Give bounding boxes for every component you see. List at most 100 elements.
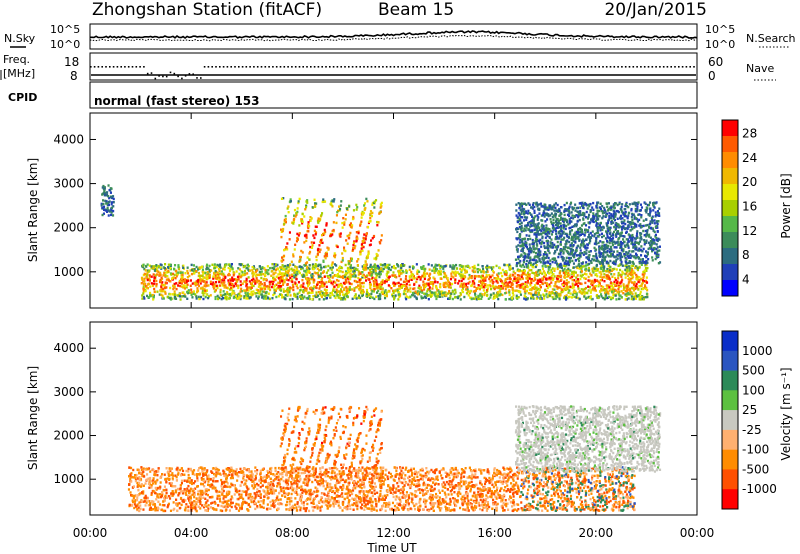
- heat-cell: [247, 297, 250, 300]
- nave-dot: [313, 66, 316, 68]
- heat-cell: [600, 295, 603, 298]
- heat-cell: [526, 253, 529, 256]
- heat-cell: [145, 276, 148, 279]
- heat-cell: [177, 271, 180, 274]
- heat-cell: [575, 265, 578, 269]
- heat-cell: [552, 221, 555, 225]
- heat-cell: [619, 256, 622, 259]
- heat-cell: [387, 267, 390, 271]
- heat-cell: [322, 293, 325, 297]
- heat-cell: [573, 225, 576, 228]
- heat-cell: [359, 253, 362, 256]
- heat-cell: [310, 217, 313, 220]
- heat-cell: [610, 288, 613, 291]
- heat-cell: [485, 275, 488, 278]
- heat-cell: [311, 291, 314, 294]
- heat-cell: [310, 276, 313, 279]
- heat-cell: [258, 279, 261, 283]
- heat-cell: [493, 287, 496, 291]
- heat-cell: [361, 291, 364, 295]
- heat-cell: [224, 284, 227, 287]
- heat-cell: [428, 288, 431, 291]
- heat-cell: [485, 288, 488, 292]
- nave-dot: [234, 66, 236, 68]
- nave-dot: [249, 66, 251, 68]
- nave-dot: [617, 66, 619, 68]
- heat-cell: [346, 242, 349, 245]
- heat-cell: [281, 256, 284, 259]
- freq-label-2: [MHz]: [3, 67, 35, 80]
- heat-cell: [526, 247, 529, 251]
- heat-cell: [639, 296, 642, 299]
- heat-cell: [598, 206, 601, 209]
- heat-cell: [428, 278, 431, 281]
- heat-cell: [192, 292, 195, 295]
- heat-cell: [588, 226, 591, 229]
- heat-cell: [549, 242, 552, 245]
- heat-cell: [153, 290, 156, 294]
- heat-cell: [578, 298, 581, 301]
- heat-cell: [628, 265, 631, 268]
- heat-cell: [371, 237, 374, 240]
- heat-cell: [359, 224, 362, 227]
- heat-cell: [486, 287, 489, 290]
- heat-cell: [571, 235, 574, 239]
- heat-cell: [171, 277, 174, 280]
- heat-cell: [270, 285, 273, 289]
- heat-cell: [590, 298, 593, 301]
- nave-dot: [109, 66, 111, 68]
- heat-cell: [238, 296, 241, 300]
- heat-cell: [287, 211, 290, 214]
- heat-cell: [354, 280, 357, 283]
- heat-cell: [284, 270, 287, 273]
- heat-cell: [307, 226, 310, 230]
- heat-cell: [528, 288, 531, 291]
- heat-cell: [591, 288, 594, 291]
- heat-cell: [589, 250, 592, 253]
- heat-cell: [633, 287, 636, 291]
- heat-cell: [443, 275, 446, 279]
- heat-cell: [476, 270, 479, 274]
- heat-cell: [398, 272, 401, 275]
- heat-cell: [317, 290, 320, 294]
- heat-cell: [446, 284, 449, 287]
- heat-cell: [478, 297, 481, 301]
- heat-cell: [348, 282, 351, 285]
- nave-dot: [522, 66, 525, 68]
- heat-cell: [349, 275, 352, 278]
- heat-cell: [233, 292, 236, 295]
- nave-dot: [238, 66, 240, 68]
- heat-cell: [541, 277, 544, 280]
- heat-cell: [345, 270, 348, 273]
- heat-cell: [636, 275, 639, 279]
- heat-cell: [492, 284, 495, 288]
- heat-cell: [356, 237, 359, 240]
- heat-cell: [184, 272, 187, 275]
- heat-cell: [319, 248, 322, 251]
- heat-cell: [614, 213, 617, 216]
- heat-cell: [344, 279, 347, 282]
- heat-cell: [314, 285, 317, 289]
- heat-cell: [355, 231, 358, 234]
- heat-cell: [149, 293, 152, 296]
- heat-cell: [313, 241, 316, 244]
- heat-cell: [620, 290, 623, 293]
- heat-cell: [602, 215, 605, 218]
- heat-cell: [453, 273, 456, 276]
- heat-cell: [337, 279, 340, 283]
- heat-cell: [348, 268, 351, 271]
- heat-cell: [562, 283, 565, 286]
- heat-cell: [630, 297, 633, 301]
- heat-cell: [641, 281, 644, 284]
- heat-cell: [504, 287, 507, 291]
- heat-cell: [297, 200, 300, 203]
- heat-cell: [448, 282, 451, 285]
- heat-cell: [591, 270, 594, 273]
- heat-cell: [347, 281, 350, 284]
- heat-cell: [312, 281, 315, 284]
- heat-cell: [496, 295, 499, 299]
- nave-dot: [590, 66, 593, 68]
- heat-cell: [551, 260, 554, 264]
- heat-cell: [365, 294, 368, 298]
- heat-cell: [526, 277, 529, 281]
